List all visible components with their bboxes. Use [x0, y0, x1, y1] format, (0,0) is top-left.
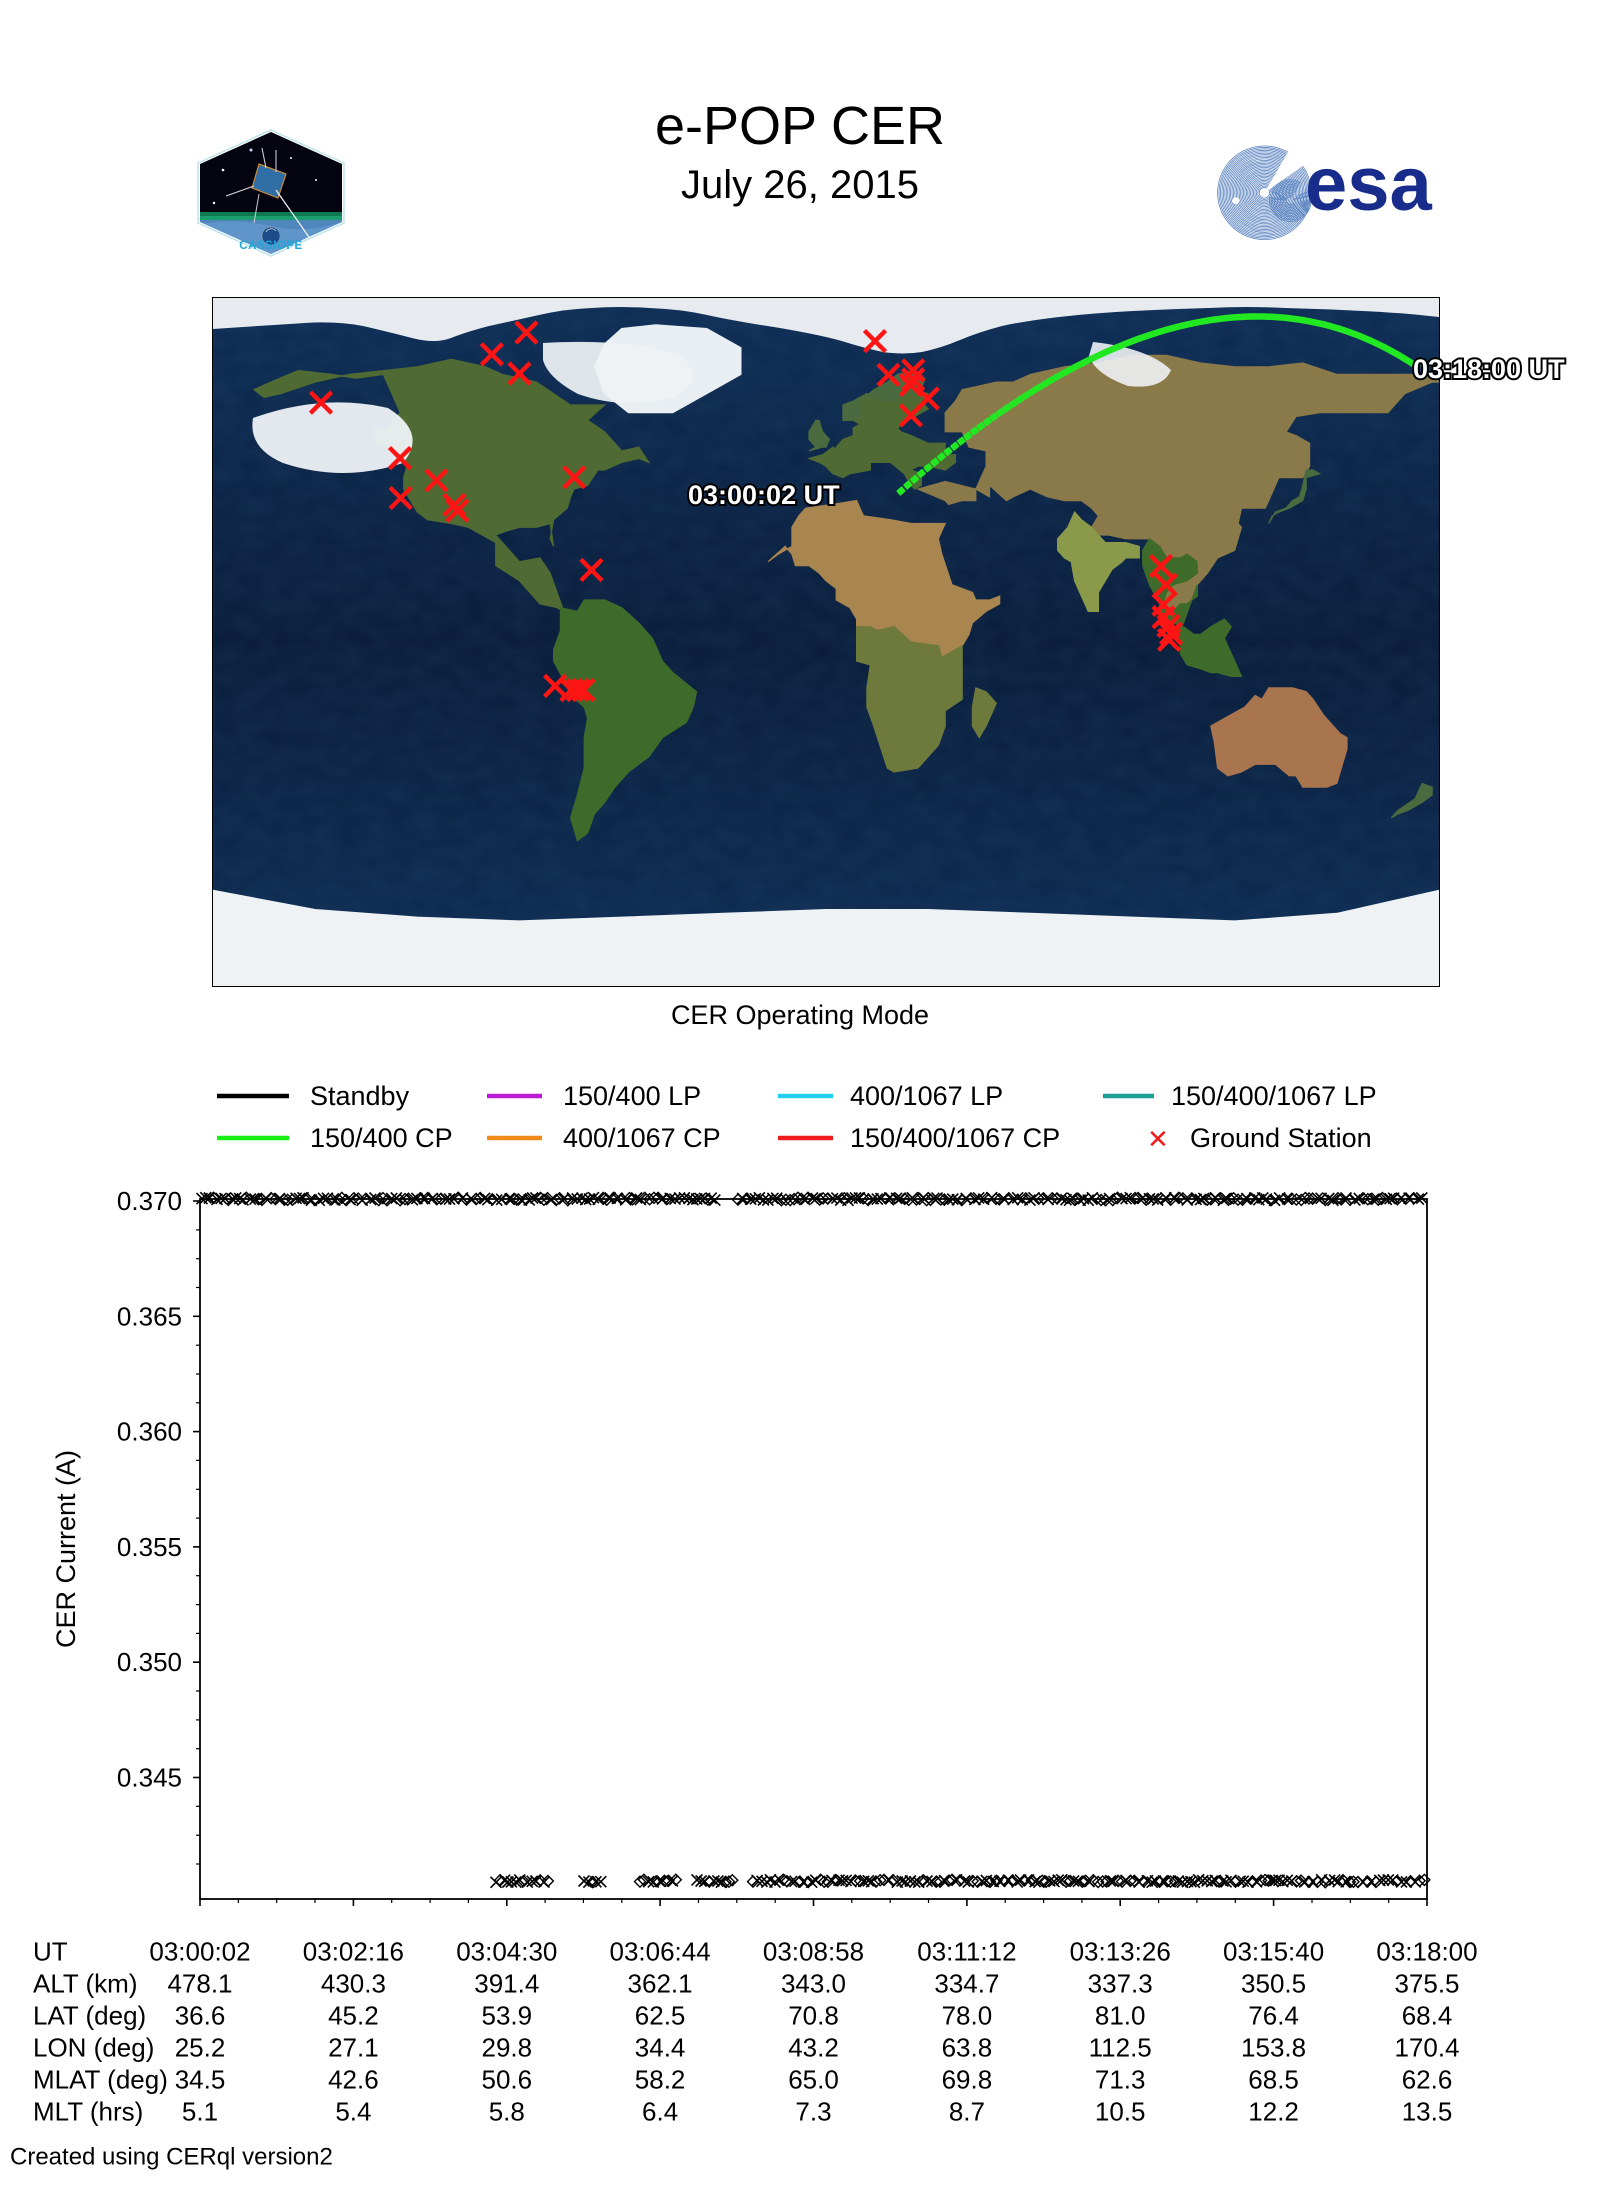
svg-text:LON (deg): LON (deg) [33, 2033, 154, 2063]
svg-text:03:04:30: 03:04:30 [456, 1937, 557, 1967]
svg-text:03:00:02 UT: 03:00:02 UT [688, 480, 840, 510]
svg-text:5.8: 5.8 [489, 2097, 525, 2127]
svg-text:0.345: 0.345 [117, 1763, 182, 1793]
svg-text:CER Current (A): CER Current (A) [51, 1450, 81, 1648]
svg-text:68.4: 68.4 [1402, 2001, 1453, 2031]
svg-text:68.5: 68.5 [1248, 2065, 1299, 2095]
svg-text:81.0: 81.0 [1095, 2001, 1146, 2031]
svg-text:0.360: 0.360 [117, 1417, 182, 1447]
svg-text:45.2: 45.2 [328, 2001, 379, 2031]
svg-text:03:02:16: 03:02:16 [303, 1937, 404, 1967]
svg-text:7.3: 7.3 [795, 2097, 831, 2127]
svg-text:400/1067 LP: 400/1067 LP [850, 1081, 1003, 1111]
svg-text:42.6: 42.6 [328, 2065, 379, 2095]
svg-text:5.1: 5.1 [182, 2097, 218, 2127]
svg-text:430.3: 430.3 [321, 1969, 386, 1999]
svg-text:58.2: 58.2 [635, 2065, 686, 2095]
svg-text:375.5: 375.5 [1394, 1969, 1459, 1999]
svg-text:150/400 LP: 150/400 LP [563, 1081, 701, 1111]
svg-text:29.8: 29.8 [481, 2033, 532, 2063]
svg-text:400/1067 CP: 400/1067 CP [563, 1123, 721, 1153]
svg-text:03:15:40: 03:15:40 [1223, 1937, 1324, 1967]
svg-text:03:18:00: 03:18:00 [1376, 1937, 1477, 1967]
svg-text:27.1: 27.1 [328, 2033, 379, 2063]
svg-text:0.365: 0.365 [117, 1301, 182, 1331]
svg-text:62.6: 62.6 [1402, 2065, 1453, 2095]
svg-text:63.8: 63.8 [942, 2033, 993, 2063]
svg-text:337.3: 337.3 [1088, 1969, 1153, 1999]
svg-text:10.5: 10.5 [1095, 2097, 1146, 2127]
svg-text:MLT (hrs): MLT (hrs) [33, 2097, 143, 2127]
svg-text:Ground Station: Ground Station [1190, 1123, 1372, 1153]
svg-text:150/400 CP: 150/400 CP [310, 1123, 453, 1153]
svg-text:36.6: 36.6 [175, 2001, 226, 2031]
svg-text:13.5: 13.5 [1402, 2097, 1453, 2127]
svg-text:78.0: 78.0 [942, 2001, 993, 2031]
svg-text:69.8: 69.8 [942, 2065, 993, 2095]
svg-text:53.9: 53.9 [481, 2001, 532, 2031]
svg-text:343.0: 343.0 [781, 1969, 846, 1999]
svg-text:112.5: 112.5 [1089, 2033, 1152, 2063]
svg-text:✕: ✕ [1147, 1124, 1169, 1154]
svg-text:6.4: 6.4 [642, 2097, 678, 2127]
svg-text:478.1: 478.1 [167, 1969, 232, 1999]
svg-text:ALT (km): ALT (km) [33, 1969, 137, 1999]
svg-text:0.370: 0.370 [117, 1186, 182, 1216]
svg-text:03:18:00 UT: 03:18:00 UT [1413, 354, 1565, 384]
svg-text:362.1: 362.1 [628, 1969, 693, 1999]
svg-text:50.6: 50.6 [481, 2065, 532, 2095]
svg-text:170.4: 170.4 [1394, 2033, 1459, 2063]
svg-text:153.8: 153.8 [1241, 2033, 1306, 2063]
svg-text:43.2: 43.2 [788, 2033, 839, 2063]
svg-text:12.2: 12.2 [1248, 2097, 1299, 2127]
svg-text:76.4: 76.4 [1248, 2001, 1299, 2031]
svg-text:62.5: 62.5 [635, 2001, 686, 2031]
svg-text:MLAT (deg): MLAT (deg) [33, 2065, 168, 2095]
svg-text:0.350: 0.350 [117, 1647, 182, 1677]
svg-text:150/400/1067 CP: 150/400/1067 CP [850, 1123, 1060, 1153]
svg-text:03:06:44: 03:06:44 [609, 1937, 710, 1967]
svg-text:CASSIOPE: CASSIOPE [239, 240, 302, 252]
svg-text:334.7: 334.7 [934, 1969, 999, 1999]
svg-text:Standby: Standby [310, 1081, 410, 1111]
svg-text:Created using CERql version2: Created using CERql version2 [10, 2144, 333, 2171]
svg-text:70.8: 70.8 [788, 2001, 839, 2031]
svg-text:LAT (deg): LAT (deg) [33, 2001, 146, 2031]
svg-text:03:08:58: 03:08:58 [763, 1937, 864, 1967]
svg-text:350.5: 350.5 [1241, 1969, 1306, 1999]
svg-text:UT: UT [33, 1937, 68, 1967]
svg-text:8.7: 8.7 [949, 2097, 985, 2127]
svg-text:34.5: 34.5 [175, 2065, 226, 2095]
svg-text:65.0: 65.0 [788, 2065, 839, 2095]
svg-text:34.4: 34.4 [635, 2033, 686, 2063]
svg-text:5.4: 5.4 [335, 2097, 371, 2127]
svg-text:03:11:12: 03:11:12 [917, 1937, 1016, 1967]
svg-text:03:00:02: 03:00:02 [149, 1937, 250, 1967]
svg-text:25.2: 25.2 [175, 2033, 226, 2063]
svg-text:391.4: 391.4 [474, 1969, 539, 1999]
svg-text:150/400/1067 LP: 150/400/1067 LP [1171, 1081, 1377, 1111]
svg-text:0.355: 0.355 [117, 1532, 182, 1562]
svg-text:71.3: 71.3 [1095, 2065, 1146, 2095]
svg-text:03:13:26: 03:13:26 [1070, 1937, 1171, 1967]
